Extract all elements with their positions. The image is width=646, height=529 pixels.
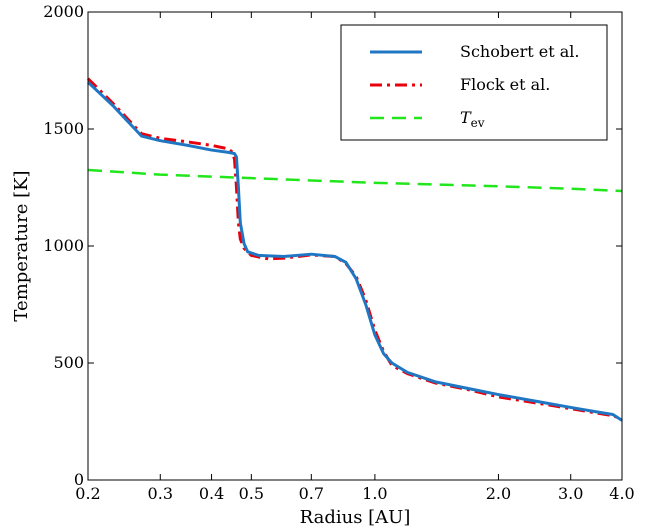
legend-label-tev-subscript: ev [471, 116, 485, 130]
x-tick-label: 0.5 [239, 484, 264, 503]
legend-label-tev-main: T [460, 108, 472, 127]
legend-label-flock: Flock et al. [460, 75, 550, 94]
y-tick-label: 500 [53, 353, 84, 372]
legend-box [340, 24, 608, 141]
series-line-2 [87, 168, 623, 193]
y-tick-label: 1000 [43, 236, 84, 255]
x-tick-label: 1.0 [362, 484, 387, 503]
series-layer [86, 77, 623, 422]
x-tick-label: 2.0 [486, 484, 511, 503]
x-tick-label: 0.2 [75, 484, 100, 503]
series-line-1 [86, 77, 623, 421]
x-tick-label: 0.4 [199, 484, 224, 503]
y-tick-label: 0 [74, 470, 84, 489]
x-tick-label: 0.7 [299, 484, 324, 503]
x-tick-label: 4.0 [609, 484, 634, 503]
legend: Schobert et al. Flock et al. Tev [340, 24, 608, 141]
x-tick-label: 0.3 [148, 484, 173, 503]
ticks-layer: 0.2 0.3 0.4 0.5 0.7 1.0 2.0 3.0 4.0 0 500 1000 1500 2… [43, 2, 634, 503]
legend-label-tev: Tev [460, 108, 485, 130]
x-tick-label: 3.0 [558, 484, 583, 503]
plot-frame [87, 11, 623, 481]
y-tick-label: 1500 [43, 119, 84, 138]
y-axis-label: Temperature [K] [11, 170, 32, 321]
y-tick-label: 2000 [43, 2, 84, 21]
series-line-0 [86, 81, 623, 422]
x-axis-label: Radius [AU] [300, 507, 411, 528]
legend-label-schobert: Schobert et al. [460, 42, 579, 61]
